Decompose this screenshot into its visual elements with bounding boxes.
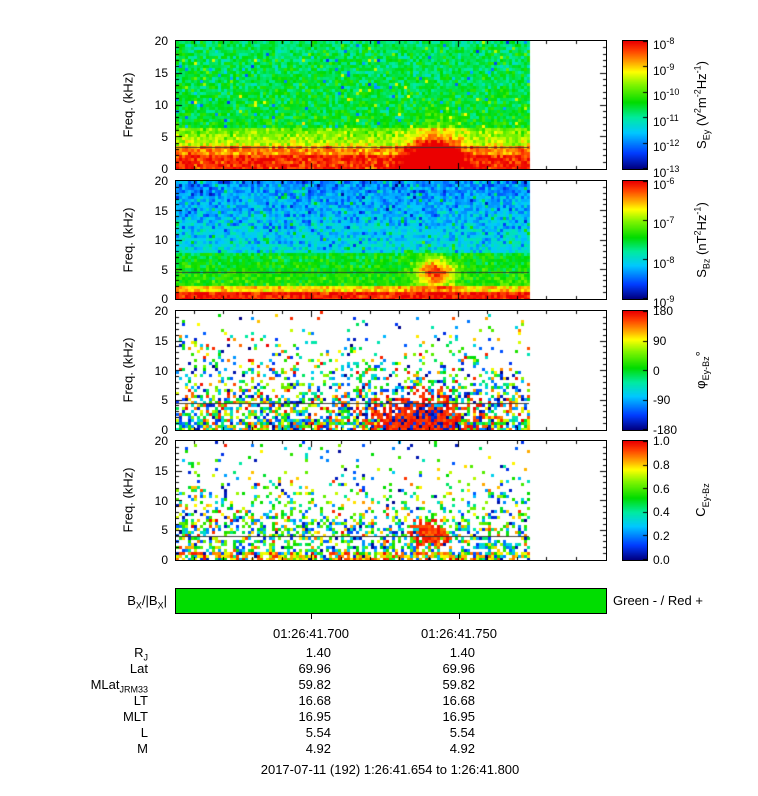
y-tick-label: 15 <box>154 204 168 218</box>
polarity-bar-label: BX/|BX| <box>127 593 167 611</box>
colorbar-tick-label: 10-12 <box>653 138 680 154</box>
colorbar-phase <box>622 310 648 431</box>
colorbar-tick-label: -180 <box>653 423 678 437</box>
spectrogram-panel-coherence <box>175 440 607 561</box>
y-tick-label: 10 <box>154 364 168 378</box>
ephemeris-value: 5.54 <box>449 725 475 740</box>
y-tick-label: 10 <box>154 233 168 247</box>
colorbar-tick-label: 0 <box>653 364 660 378</box>
colorbar-tick-label: 10-8 <box>653 255 675 271</box>
ephemeris-value: 4.92 <box>449 741 475 756</box>
y-tick-label: 0 <box>161 162 168 176</box>
ephemeris-label: LT <box>133 693 148 708</box>
spectrogram-canvas-coherence <box>176 441 606 560</box>
colorbar-canvas-sey <box>623 41 647 169</box>
colorbar-sey <box>622 40 648 170</box>
time-tick-mark <box>311 614 312 619</box>
colorbar-tick-label: 0.8 <box>653 458 670 472</box>
y-tick-label: 0 <box>161 553 168 567</box>
ephemeris-label: RJ <box>134 645 148 663</box>
ephemeris-value: 59.82 <box>298 677 331 692</box>
ephemeris-row: L 5.54 5.54 <box>0 725 758 741</box>
colorbar-tick-label: 0.2 <box>653 529 670 543</box>
spectrogram-canvas-phase <box>176 311 606 430</box>
time-tick-label: 01:26:41.700 <box>273 626 349 641</box>
colorbar-tick-label: 180 <box>653 304 674 318</box>
colorbar-tick-label: 1.0 <box>653 434 670 448</box>
ephemeris-row: MLT 16.95 16.95 <box>0 709 758 725</box>
ephemeris-value: 1.40 <box>449 645 475 660</box>
ephemeris-value: 16.68 <box>298 693 331 708</box>
ephemeris-value: 69.96 <box>442 661 475 676</box>
spectrogram-panel-sey <box>175 40 607 170</box>
colorbar-tick-label: 10-8 <box>653 36 675 52</box>
y-tick-label: 20 <box>154 434 168 448</box>
ephemeris-label: M <box>137 741 148 756</box>
ephemeris-label: MLatJRM33 <box>90 677 148 695</box>
spectrogram-panel-phase <box>175 310 607 431</box>
y-tick-label: 20 <box>154 34 168 48</box>
time-tick-label: 01:26:41.750 <box>421 626 497 641</box>
colorbar-tick-label: 10-10 <box>653 87 680 103</box>
y-tick-label: 15 <box>154 334 168 348</box>
colorbar-tick-label: 0.4 <box>653 505 670 519</box>
y-tick-label: 15 <box>154 464 168 478</box>
ephemeris-row: RJ 1.40 1.40 <box>0 645 758 663</box>
colorbar-tick-label: 10-9 <box>653 62 675 78</box>
colorbar-canvas-coherence <box>623 441 647 560</box>
y-tick-label: 0 <box>161 423 168 437</box>
colorbar-tick-label: 10-7 <box>653 215 675 231</box>
y-tick-label: 20 <box>154 304 168 318</box>
ephemeris-value: 5.54 <box>305 725 331 740</box>
colorbar-coherence <box>622 440 648 561</box>
y-tick-label: 5 <box>161 263 168 277</box>
y-tick-label: 5 <box>161 523 168 537</box>
ephemeris-value: 16.95 <box>298 709 331 724</box>
polarity-bar-legend: Green - / Red + <box>613 593 703 608</box>
time-tick-mark <box>459 614 460 619</box>
colorbar-tick-label: 10-6 <box>653 176 675 192</box>
ephemeris-label: L <box>140 725 148 740</box>
colorbar-tick-label: 0.0 <box>653 553 670 567</box>
colorbar-tick-label: 90 <box>653 334 667 348</box>
y-tick-label: 5 <box>161 393 168 407</box>
ephemeris-label: Lat <box>129 661 148 676</box>
ephemeris-row: LT 16.68 16.68 <box>0 693 758 709</box>
ephemeris-row: Lat 69.96 69.96 <box>0 661 758 677</box>
colorbar-sbz <box>622 180 648 300</box>
colorbar-tick-label: -90 <box>653 393 671 407</box>
colorbar-canvas-sbz <box>623 181 647 299</box>
y-tick-label: 10 <box>154 494 168 508</box>
spectrogram-panel-sbz <box>175 180 607 300</box>
footer-title: 2017-07-11 (192) 1:26:41.654 to 1:26:41.… <box>260 762 520 777</box>
colorbar-canvas-phase <box>623 311 647 430</box>
ephemeris-value: 59.82 <box>442 677 475 692</box>
y-tick-label: 0 <box>161 292 168 306</box>
y-tick-label: 5 <box>161 130 168 144</box>
y-tick-label: 15 <box>154 66 168 80</box>
y-tick-label: 10 <box>154 98 168 112</box>
ephemeris-value: 16.68 <box>442 693 475 708</box>
ephemeris-row: MLatJRM33 59.82 59.82 <box>0 677 758 695</box>
ephemeris-label: MLT <box>122 709 148 724</box>
polarity-bar <box>175 588 607 614</box>
ephemeris-row: M 4.92 4.92 <box>0 741 758 757</box>
spectrogram-canvas-sbz <box>176 181 606 299</box>
ephemeris-value: 1.40 <box>305 645 331 660</box>
spectrogram-canvas-sey <box>176 41 606 169</box>
ephemeris-value: 4.92 <box>305 741 331 756</box>
colorbar-tick-label: 0.6 <box>653 482 670 496</box>
y-tick-label: 20 <box>154 174 168 188</box>
ephemeris-value: 69.96 <box>298 661 331 676</box>
colorbar-tick-label: 10-11 <box>653 113 679 129</box>
ephemeris-value: 16.95 <box>442 709 475 724</box>
